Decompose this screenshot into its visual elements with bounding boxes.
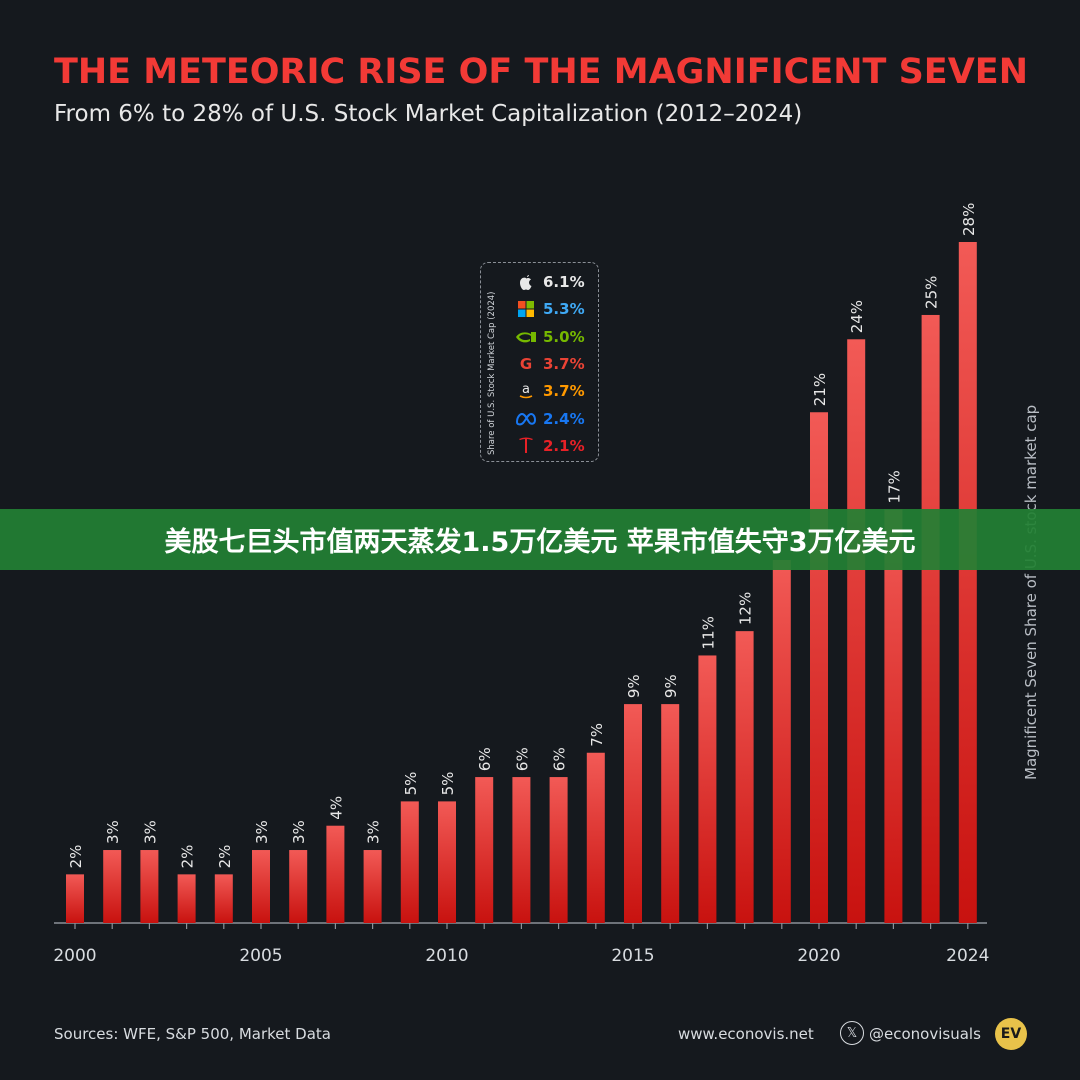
- bar-2017: [698, 655, 717, 923]
- news-banner: 美股七巨头市值两天蒸发1.5万亿美元 苹果市值失守3万亿美元: [0, 509, 1080, 570]
- x-tick-label: 2015: [611, 946, 654, 966]
- bar-label-2004: 2%: [216, 845, 234, 869]
- legend-item: 2.4%: [515, 408, 585, 430]
- bar-label-2020: 21%: [811, 373, 829, 406]
- bar-2011: [475, 777, 494, 923]
- bar-2005: [252, 850, 270, 923]
- bar-2006: [289, 850, 308, 923]
- bar-label-2024: 28%: [960, 203, 978, 236]
- bar-label-2001: 3%: [104, 820, 122, 844]
- microsoft-icon: [515, 300, 537, 318]
- bar-2015: [624, 704, 642, 923]
- bar-label-2009: 5%: [402, 772, 420, 796]
- chart-subtitle: From 6% to 28% of U.S. Stock Market Capi…: [54, 101, 803, 127]
- bar-label-2000: 2%: [67, 845, 85, 869]
- bar-label-2002: 3%: [141, 820, 159, 844]
- bar-label-2014: 7%: [588, 723, 606, 747]
- legend-value: 3.7%: [543, 382, 585, 401]
- legend-item: 5.0%: [515, 326, 585, 348]
- bar-label-2016: 9%: [662, 674, 680, 698]
- svg-text:G: G: [520, 356, 532, 372]
- legend-value: 6.1%: [543, 273, 585, 291]
- bar-label-2013: 6%: [551, 747, 569, 771]
- bar-2008: [363, 850, 382, 923]
- x-tick-label: 2010: [425, 946, 468, 966]
- legend-value: 2.4%: [543, 409, 585, 428]
- amazon-icon: a: [515, 382, 537, 400]
- legend-item: a 3.7%: [515, 380, 585, 402]
- bar-2014: [586, 752, 605, 923]
- nvidia-icon: [515, 328, 537, 346]
- bar-2023: [921, 314, 940, 923]
- website-link[interactable]: www.econovis.net: [678, 1025, 814, 1043]
- bar-2009: [400, 801, 419, 923]
- legend-item: 5.3%: [515, 298, 585, 320]
- bar-label-2023: 25%: [923, 276, 941, 309]
- legend-item: 2.1%: [515, 435, 585, 457]
- bar-label-2007: 4%: [327, 796, 345, 820]
- bar-label-2003: 2%: [179, 845, 197, 869]
- x-tick-label: 2000: [53, 946, 96, 966]
- chart-title: THE METEORIC RISE OF THE MAGNIFICENT SEV…: [54, 52, 1029, 92]
- bar-2004: [214, 874, 233, 923]
- bar-chart: 2% 3% 3% 2% 2% 3% 3% 4% 3% 5% 5% 6% 6% 6% 7% 9% 9% 11% 12%…: [53, 203, 989, 966]
- legend-box: [480, 262, 599, 462]
- bar-2018: [735, 631, 754, 923]
- bar-2024: [958, 242, 977, 923]
- bar-2002: [140, 850, 159, 923]
- bar-label-2006: 3%: [290, 820, 308, 844]
- legend-item: 6.1%: [515, 271, 585, 293]
- bar-2016: [661, 704, 680, 923]
- tesla-icon: [515, 437, 537, 455]
- legend-title: Share of U.S. Stock Market Cap (2024): [487, 291, 497, 455]
- bar-label-2018: 12%: [737, 592, 755, 625]
- bar-label-2021: 24%: [848, 300, 866, 333]
- econovis-logo: EV: [995, 1018, 1027, 1050]
- bar-label-2022: 17%: [885, 470, 903, 503]
- legend-value: 5.3%: [543, 300, 585, 319]
- bar-2019: [772, 560, 791, 923]
- sources-note: Sources: WFE, S&P 500, Market Data: [54, 1025, 331, 1043]
- bar-2007: [326, 825, 345, 923]
- legend-value: 2.1%: [543, 436, 585, 455]
- bar-2000: [66, 874, 84, 923]
- bar-2001: [103, 850, 122, 923]
- bar-2003: [177, 874, 196, 923]
- bar-label-2017: 11%: [699, 616, 717, 649]
- svg-text:a: a: [522, 382, 530, 397]
- bar-label-2005: 3%: [253, 820, 271, 844]
- bar-2022: [884, 509, 903, 923]
- bar-2021: [847, 339, 866, 923]
- y-axis-label: Magnificent Seven Share of U.S. stock ma…: [1022, 404, 1040, 780]
- x-tick-label: 2020: [797, 946, 840, 966]
- meta-icon: [515, 410, 537, 428]
- bar-label-2015: 9%: [625, 674, 643, 698]
- x-tick-label: 2005: [239, 946, 282, 966]
- x-tick-label: 2024: [946, 946, 989, 966]
- bar-label-2008: 3%: [365, 820, 383, 844]
- banner-headline: 美股七巨头市值两天蒸发1.5万亿美元 苹果市值失守3万亿美元: [164, 527, 916, 558]
- bar-label-2012: 6%: [513, 747, 531, 771]
- bar-label-2010: 5%: [439, 772, 457, 796]
- legend-value: 3.7%: [543, 354, 585, 373]
- legend-value: 5.0%: [543, 327, 585, 346]
- google-icon: G: [515, 355, 537, 373]
- social-handle[interactable]: @econovisuals: [869, 1025, 981, 1043]
- bar-2013: [549, 777, 568, 923]
- x-logo-icon: 𝕏: [840, 1021, 864, 1045]
- apple-icon: [515, 273, 537, 291]
- bar-2010: [438, 801, 456, 923]
- bar-label-2011: 6%: [476, 747, 494, 771]
- bar-2020: [810, 412, 828, 923]
- legend-item: G 3.7%: [515, 353, 585, 375]
- bar-2012: [512, 777, 531, 923]
